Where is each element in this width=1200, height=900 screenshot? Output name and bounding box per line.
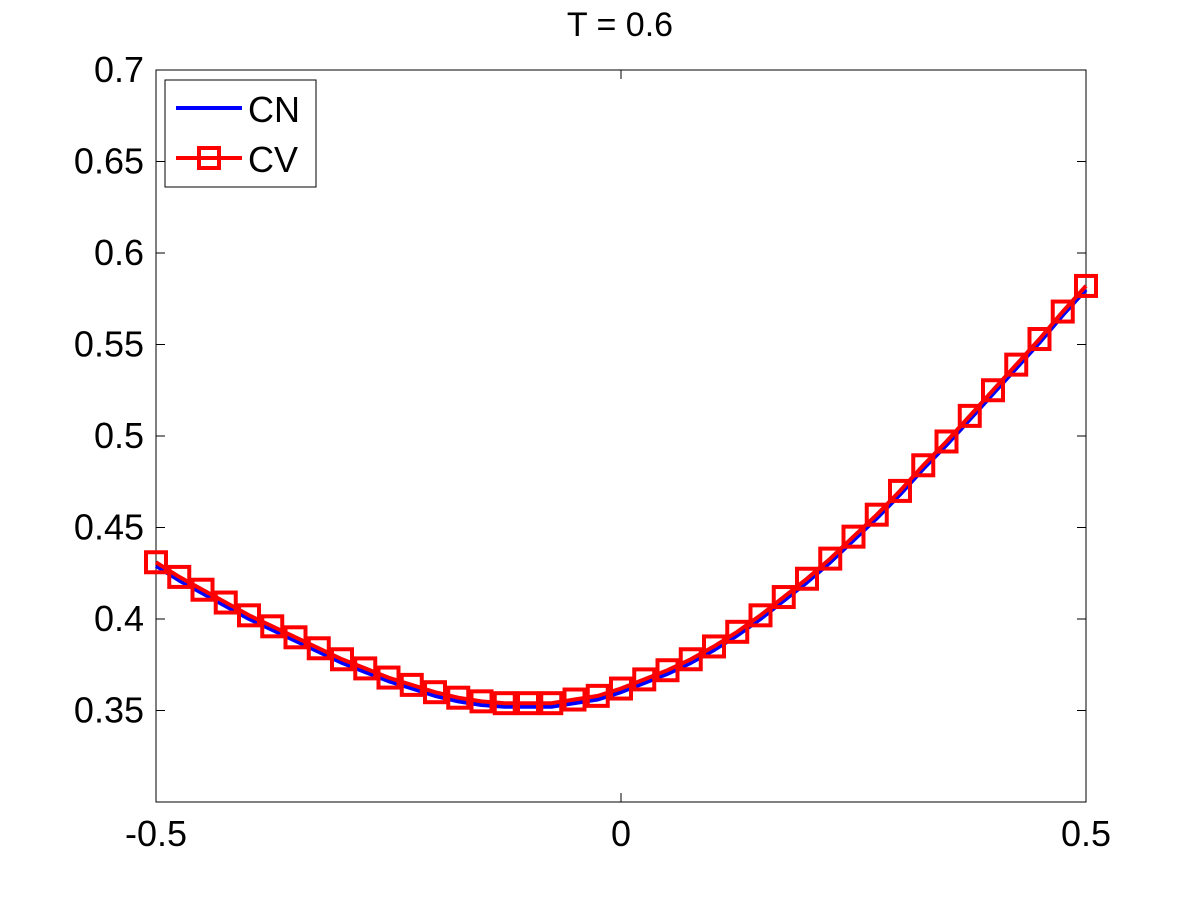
data-point-cv (725, 619, 750, 644)
y-axis: 0.35 0.4 0.45 0.5 0.55 0.6 0.65 0.7 (74, 49, 1086, 731)
data-point-cv (423, 680, 447, 705)
data-point-cv (585, 683, 610, 708)
series-line-cn (154, 288, 1088, 709)
data-point-cv (1004, 352, 1029, 377)
x-tick-label: -0.5 (125, 813, 187, 854)
series-layer (144, 273, 1098, 716)
data-point-cv (539, 691, 564, 716)
data-point-cv (283, 625, 308, 650)
y-tick-label: 0.4 (94, 598, 144, 639)
data-point-cv (446, 685, 471, 710)
data-point-cv (492, 691, 517, 716)
data-point-cv (213, 590, 238, 615)
x-tick-label: 0 (611, 813, 631, 854)
data-point-cv (818, 546, 843, 571)
data-point-cv (1050, 299, 1075, 324)
data-point-cv (167, 564, 192, 589)
data-point-cv (841, 524, 866, 549)
data-point-cv (469, 689, 494, 714)
data-point-cv (632, 667, 657, 692)
legend-label-cn: CN (248, 89, 300, 130)
data-point-cv (864, 502, 889, 527)
data-point-cv (237, 603, 261, 628)
y-tick-label: 0.6 (94, 232, 144, 273)
data-point-cv (609, 676, 633, 701)
data-point-cv (1027, 327, 1052, 352)
y-tick-label: 0.7 (94, 49, 144, 90)
data-point-cv (655, 658, 680, 683)
data-point-cv (144, 550, 168, 575)
data-point-cv (678, 647, 703, 672)
data-point-cv (399, 672, 424, 697)
series-line-cv (154, 284, 1088, 706)
x-tick-label: 0.5 (1061, 813, 1111, 854)
data-point-cv (957, 403, 982, 428)
legend-label-cv: CV (248, 139, 298, 180)
data-point-cv (795, 566, 819, 591)
y-tick-label: 0.45 (74, 507, 144, 548)
data-point-cv (771, 585, 796, 610)
x-axis: -0.5 0 0.5 (125, 70, 1111, 854)
data-point-cv (981, 378, 1005, 403)
data-point-cv (1074, 273, 1098, 298)
legend-marker-cv (197, 146, 221, 170)
data-point-cv (190, 577, 215, 602)
data-point-cv (306, 636, 331, 661)
data-point-cv (748, 603, 773, 628)
data-point-cv (888, 478, 912, 503)
legend-box (164, 79, 317, 188)
y-tick-label: 0.5 (94, 415, 144, 456)
legend: CN CV (164, 79, 317, 188)
data-point-cv (911, 453, 936, 478)
data-point-cv (516, 691, 540, 716)
data-point-cv (702, 634, 726, 659)
data-point-cv (562, 687, 587, 712)
y-tick-label: 0.55 (74, 324, 144, 365)
chart-title: T = 0.6 (567, 6, 673, 44)
data-point-cv (934, 429, 959, 454)
data-point-cv (353, 656, 378, 681)
data-point-cv (376, 665, 401, 690)
data-point-cv (260, 614, 285, 639)
y-tick-label: 0.65 (74, 141, 144, 182)
y-tick-label: 0.35 (74, 690, 144, 731)
data-point-cv (330, 647, 354, 672)
